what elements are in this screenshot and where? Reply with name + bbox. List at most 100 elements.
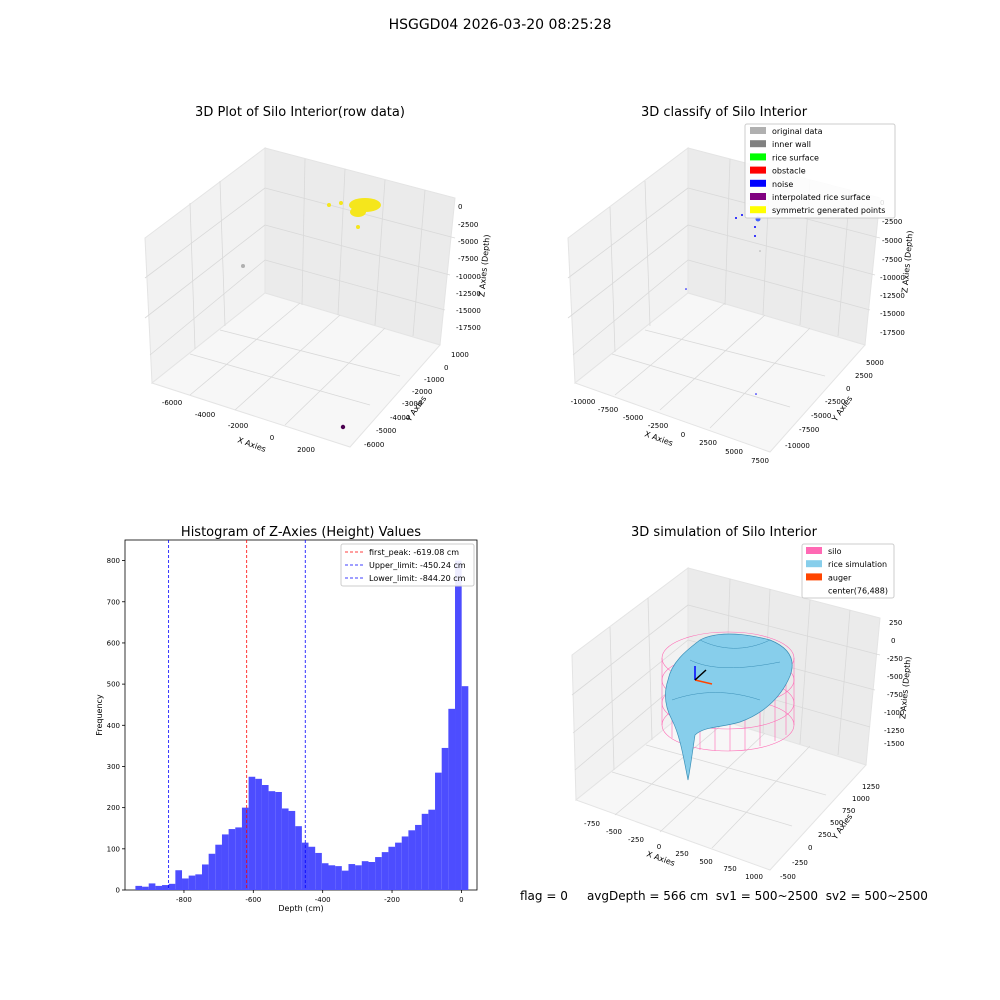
raw-xtick: -2000 <box>228 422 248 430</box>
histogram-xtick-label: -200 <box>384 896 400 904</box>
raw-ztick: -15000 <box>456 307 481 315</box>
simulation-3d-plot: 3D simulation of Silo Interior <box>571 525 913 881</box>
classify-xtick: 0 <box>681 431 685 439</box>
simulation-xtick: -750 <box>584 820 600 828</box>
classify-point <box>759 250 761 252</box>
simulation-ztick: -250 <box>887 655 903 663</box>
histogram-ytick-label: 400 <box>107 722 120 730</box>
histogram-bar <box>348 864 356 890</box>
classify-ytick: 5000 <box>866 359 884 367</box>
simulation-xtick: 750 <box>723 865 736 873</box>
raw-ztick: -7500 <box>458 255 478 263</box>
histogram-bar <box>355 865 362 890</box>
histogram-legend-label: Lower_limit: -844.20 cm <box>369 574 466 583</box>
raw-grid <box>144 158 456 426</box>
legend-swatch <box>750 166 766 174</box>
legend-label: obstacle <box>772 167 806 176</box>
histogram-bar <box>241 807 249 890</box>
raw-ytick: -2000 <box>412 388 432 396</box>
histogram-ylabel: Frequency <box>95 694 104 736</box>
histogram-ytick-label: 500 <box>107 681 120 689</box>
histogram-bar <box>148 883 156 890</box>
raw-point <box>241 264 245 268</box>
histogram-xticks: -800 -600 -400 -200 0 <box>176 890 464 904</box>
classify-xlabel: X Axies <box>643 429 674 448</box>
classify-xtick: -2500 <box>648 422 668 430</box>
histogram-bar <box>281 808 289 890</box>
simulation-legend: silo rice simulation auger center(76,488) <box>801 543 895 599</box>
histogram-ytick-label: 800 <box>107 557 120 565</box>
figure-title: HSGGD04 2026-03-20 08:25:28 <box>388 17 612 33</box>
histogram-bar <box>275 792 282 890</box>
histogram-bar <box>188 875 196 890</box>
raw-ytick: 1000 <box>451 351 469 359</box>
histogram-bar <box>361 861 369 890</box>
classify-xtick: 2500 <box>699 439 717 447</box>
legend-label: noise <box>772 180 793 189</box>
raw-ticks: -6000 -4000 -2000 0 2000 1000 0 -1000 -2… <box>162 203 481 454</box>
histogram-bar <box>415 824 422 890</box>
histogram-bar <box>335 866 342 890</box>
simulation-floor-pane <box>574 709 867 871</box>
classify-point <box>755 393 757 395</box>
classify-ztick: -7500 <box>882 256 902 264</box>
histogram-bar <box>328 865 336 890</box>
simulation-legend-box <box>801 543 895 599</box>
simulation-ytick: 750 <box>842 807 855 815</box>
raw-ztick: -5000 <box>458 238 478 246</box>
classify-ztick: -17500 <box>880 329 905 337</box>
histogram-bar <box>175 870 183 890</box>
raw-ytick: -5000 <box>376 427 396 435</box>
legend-label: original data <box>772 127 823 136</box>
histogram-bar <box>408 830 416 890</box>
footer-status: flag = 0 avgDepth = 566 cm sv1 = 500~250… <box>520 889 928 903</box>
classify-ytick: -10000 <box>785 442 810 450</box>
simulation-ztick: 250 <box>889 619 902 627</box>
legend-label: symmetric generated points <box>772 206 885 215</box>
raw-xtick: 0 <box>270 434 274 442</box>
histogram-bars <box>135 560 469 890</box>
classify-point <box>754 235 756 237</box>
simulation-xlabel: X Axies <box>645 849 676 868</box>
histogram-bar <box>321 863 329 890</box>
histogram-bar <box>375 857 382 890</box>
histogram-bar <box>215 844 222 890</box>
legend-swatch <box>750 153 766 161</box>
flag-text: flag = 0 <box>520 889 568 903</box>
simulation-xtick: 1000 <box>745 873 763 881</box>
raw-zlabel: Z Axies (Depth) <box>477 234 491 297</box>
raw-ytick: -4000 <box>390 414 410 422</box>
raw-plot-title: 3D Plot of Silo Interior(row data) <box>195 105 405 120</box>
histogram-bar <box>455 560 462 890</box>
simulation-ytick: 1000 <box>852 795 870 803</box>
histogram-bar <box>428 809 436 890</box>
raw-point <box>340 424 346 430</box>
histogram-bar <box>168 883 176 890</box>
legend-label: silo <box>828 547 842 556</box>
classify-xtick: 7500 <box>751 457 769 465</box>
classify-xtick: -10000 <box>571 398 596 406</box>
histogram-ytick-label: 700 <box>107 598 120 606</box>
histogram-title: Histogram of Z-Axies (Height) Values <box>181 525 421 540</box>
histogram-ytick-label: 100 <box>107 845 120 853</box>
auger-axes-marker <box>694 666 713 685</box>
legend-label: rice surface <box>772 153 819 162</box>
histogram-xtick-label: -800 <box>176 896 192 904</box>
simulation-xtick: 0 <box>657 843 661 851</box>
simulation-xtick: 250 <box>675 850 688 858</box>
legend-label: auger <box>828 573 852 582</box>
classify-legend-box <box>744 123 896 219</box>
histogram-bar <box>255 778 262 890</box>
histogram-legend-box <box>340 543 475 587</box>
classify-ztick: -2500 <box>882 218 902 226</box>
histogram-bar <box>235 827 242 890</box>
simulation-ytick: -500 <box>780 873 796 881</box>
classify-point <box>754 226 756 228</box>
raw-ztick: -17500 <box>456 324 481 332</box>
histogram-bar <box>308 846 316 890</box>
histogram-bar <box>162 885 169 890</box>
raw-ztick: -10000 <box>456 273 481 281</box>
avg-depth-text: avgDepth = 566 cm <box>586 889 709 903</box>
histogram-bar <box>341 870 349 890</box>
